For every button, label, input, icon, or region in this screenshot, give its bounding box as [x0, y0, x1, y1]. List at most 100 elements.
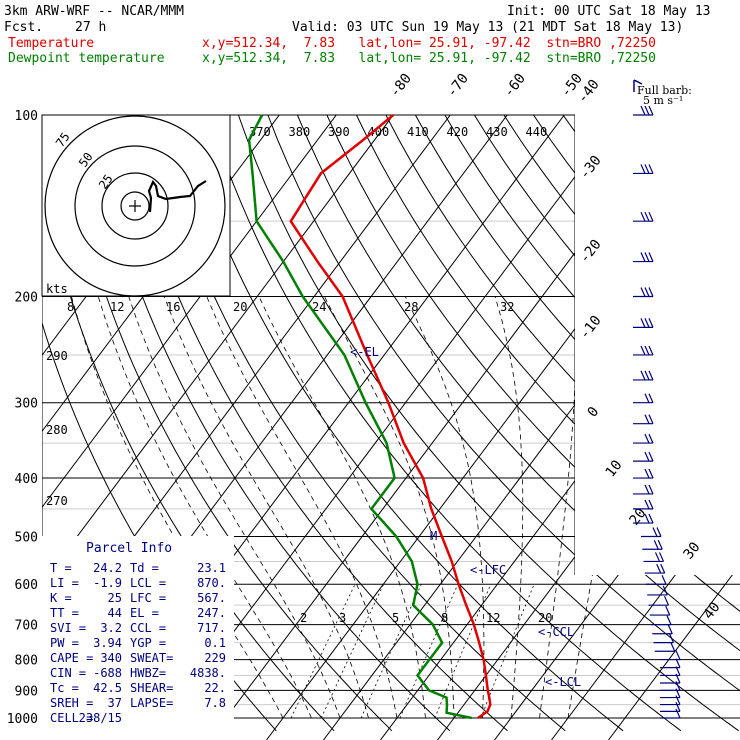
- dry-adiabat: [60, 115, 393, 732]
- wind-barb-flag: [644, 433, 650, 444]
- parcel-info-cell: SVI =: [50, 621, 86, 635]
- isotherm-line: [42, 115, 454, 740]
- mixing-ratio-label: 8: [441, 611, 448, 625]
- wind-barb-flag: [648, 287, 654, 297]
- temperature-coords: x,y=512.34, 7.83 lat,lon= 25.91, -97.42 …: [202, 36, 656, 51]
- wind-barb-flag: [640, 287, 646, 297]
- parcel-info-cell: LI =: [50, 576, 79, 590]
- pressure-axis-labels: 100 200 300 400 500 600 700 800 900 1000: [7, 109, 38, 727]
- wind-barb-flag: [661, 574, 667, 585]
- parcel-info-cell: 567.: [197, 591, 226, 605]
- pressure-label: 900: [15, 684, 38, 699]
- wind-barb-flag: [666, 615, 672, 625]
- parcel-info-cell: 229: [204, 651, 226, 665]
- parcel-info-cell: 247.: [197, 606, 226, 620]
- isotherm-label: -30: [577, 153, 605, 183]
- isotherm-label: -20: [577, 237, 605, 267]
- parcel-info-cell: 238/15: [79, 711, 122, 725]
- parcel-info-cell: Tc =: [50, 681, 79, 695]
- wind-barb-flag: [654, 552, 661, 562]
- wind-barb-flag: [668, 633, 675, 643]
- dry-adiabat: [414, 115, 740, 732]
- parcel-info-table: T = 24.2 Td = 23.1 LI = -1.9 LCL = 870. K = 25 LFC…: [50, 561, 226, 725]
- wind-barb-flag: [644, 105, 650, 116]
- moist-adiabat: [206, 296, 398, 719]
- parcel-info-cell: CAPE =: [50, 651, 93, 665]
- wind-barb-flag: [656, 563, 662, 574]
- wind-barb-flag: [675, 702, 681, 712]
- dewpoint-coords: x,y=512.34, 7.83 lat,lon= 25.91, -97.42 …: [202, 51, 656, 66]
- wind-barb-flag: [640, 370, 646, 381]
- mixing-ratio-line: [360, 584, 422, 719]
- parcel-info-cell: 37: [108, 696, 122, 710]
- hodograph-ring: [44, 115, 226, 297]
- wind-barb-flag: [648, 513, 654, 524]
- kts-label: kts: [46, 282, 68, 296]
- wind-barb-flag: [663, 595, 670, 606]
- moist-adiabat: [539, 296, 577, 719]
- hodograph-ring-label: 75: [53, 130, 73, 150]
- wind-barb-flag: [670, 642, 676, 652]
- pressure-label: 600: [15, 578, 38, 593]
- hodograph: 75 50 25 kts: [41, 114, 231, 297]
- dry-adiabat: [237, 115, 739, 732]
- theta-label: 380: [289, 125, 311, 139]
- wind-barb-flag: [662, 585, 668, 596]
- isotherm-line: [494, 115, 740, 740]
- wind-barb-flag: [640, 105, 646, 116]
- mixing-ratio-label: 12: [486, 611, 500, 625]
- parcel-info-cell: K =: [50, 591, 72, 605]
- init-time: Init: 00 UTC Sat 18 May 13: [507, 4, 711, 19]
- m-label: M: [430, 529, 437, 543]
- parcel-info-cell: EL =: [130, 606, 159, 620]
- wind-barb-flag: [656, 527, 662, 537]
- parcel-info-cell: SWEAT=: [130, 651, 173, 665]
- model-title: 3km ARW-WRF -- NCAR/MMM: [4, 4, 185, 19]
- hodograph-ring: [101, 172, 169, 240]
- mixing-ratio-label: 20: [538, 611, 552, 625]
- theta-label: 410: [407, 125, 429, 139]
- parcel-info-cell: HWBZ=: [130, 666, 166, 680]
- speed-tick-label: 20: [233, 300, 247, 314]
- parcel-info-cell: CELL =: [50, 711, 93, 725]
- mixing-ratio-label: 5: [392, 611, 399, 625]
- moist-adiabat: [567, 296, 639, 719]
- theta-label: 430: [486, 125, 508, 139]
- wind-barb-flag: [644, 211, 650, 222]
- isotherm-line: [42, 115, 397, 740]
- theta-label: 400: [368, 125, 390, 139]
- parcel-info-cell: 870.: [197, 576, 226, 590]
- wind-barb-flag: [640, 345, 646, 356]
- isotherm-label: 10: [603, 457, 626, 480]
- el-label: <-EL: [350, 345, 379, 359]
- wind-barb-flag: [648, 393, 654, 403]
- wind-barb-flag: [644, 414, 650, 424]
- wind-barb-flag: [644, 318, 650, 328]
- parcel-info-cell: 23.1: [197, 561, 226, 575]
- pressure-label: 400: [15, 472, 38, 487]
- wind-barb-flag: [644, 164, 650, 174]
- theta-label: 280: [46, 423, 68, 437]
- dewpoint-legend: Dewpoint temperature: [8, 51, 165, 66]
- parcel-info-cell: Td =: [130, 561, 159, 575]
- mixing-ratio-labels: 2 3 5 8 12 20: [300, 611, 552, 625]
- isotherm-label: -60: [501, 71, 529, 101]
- parcel-info-cell: 25: [108, 591, 122, 605]
- parcel-info-cell: YGP =: [130, 636, 166, 650]
- wind-barb-flag: [648, 499, 654, 510]
- wind-barb-flag: [644, 370, 650, 381]
- dry-adiabat: [208, 115, 682, 732]
- parcel-info-cell: LAPSE=: [130, 696, 173, 710]
- moist-adiabat: [324, 296, 455, 719]
- mixing-ratio-line: [290, 584, 356, 719]
- parcel-info-cell: LFC =: [130, 591, 166, 605]
- wind-barb-flag: [657, 540, 663, 550]
- wind-barb-flag: [644, 345, 650, 356]
- wind-barb-flag: [648, 433, 654, 444]
- wind-barb-flag: [648, 451, 654, 462]
- isotherm-line: [437, 115, 740, 740]
- mixing-ratio-label: 2: [300, 611, 307, 625]
- isotherm-label: -80: [387, 71, 415, 101]
- parcel-info-title: Parcel Info: [86, 541, 172, 556]
- parcel-info-cell: -688: [93, 666, 122, 680]
